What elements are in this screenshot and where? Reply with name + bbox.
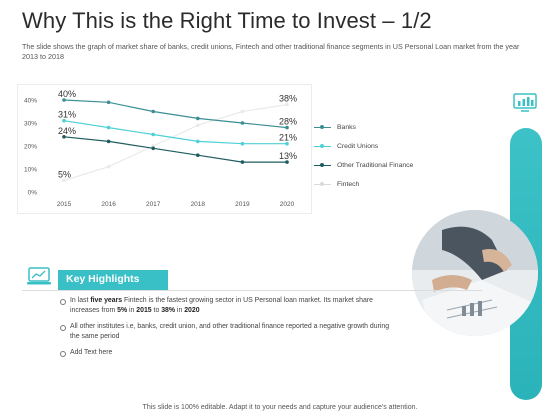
data-point	[285, 102, 289, 107]
line-chart: 0% 10% 20% 30% 40% 2015 2016 2017 2018 2019 2020 40…	[24, 89, 297, 208]
legend-item: Banks	[314, 118, 449, 137]
x-tick-label: 2016	[101, 201, 116, 208]
data-point	[62, 98, 66, 102]
data-point	[62, 118, 66, 123]
legend-label: Credit Unions	[337, 143, 379, 150]
data-label: 40%	[58, 89, 76, 99]
data-point	[240, 121, 245, 125]
highlight-item: All other institutes i.e, banks, credit …	[60, 322, 390, 342]
data-point	[240, 109, 245, 114]
data-point	[151, 132, 155, 137]
data-point	[240, 141, 245, 146]
data-point	[106, 125, 111, 130]
data-point	[196, 153, 200, 157]
data-point	[285, 160, 289, 164]
x-tick-label: 2015	[57, 201, 72, 208]
highlights-list: In last five years Fintech is the fastes…	[60, 296, 390, 364]
footer-note: This slide is 100% editable. Adapt it to…	[142, 404, 418, 411]
slide-subtitle: The slide shows the graph of market shar…	[22, 42, 520, 61]
x-tick-label: 2017	[146, 201, 161, 208]
data-point	[151, 146, 155, 151]
y-tick-label: 30%	[24, 121, 37, 128]
data-label: 38%	[279, 94, 297, 104]
series-line	[63, 99, 288, 129]
data-point	[151, 109, 155, 114]
data-point	[240, 160, 245, 164]
highlight-item: Add Text here	[60, 348, 390, 358]
data-point	[196, 123, 200, 128]
business-photo	[412, 210, 538, 336]
series-line	[63, 104, 288, 182]
chart-frame	[17, 84, 312, 214]
y-tick-label: 20%	[24, 144, 37, 151]
chart-legend: Banks Credit Unions Other Traditional Fina…	[314, 118, 449, 194]
laptop-chart-icon	[27, 267, 51, 285]
data-point	[62, 178, 66, 183]
y-tick-label: 0%	[28, 190, 38, 197]
data-label: 13%	[279, 151, 297, 161]
legend-swatch	[314, 182, 331, 186]
data-point	[196, 116, 200, 121]
monitor-chart-icon	[513, 93, 537, 112]
data-point	[62, 135, 66, 139]
highlight-item: In last five years Fintech is the fastes…	[60, 296, 390, 316]
divider	[22, 290, 482, 291]
legend-swatch	[314, 163, 331, 167]
legend-label: Fintech	[337, 181, 360, 188]
data-label: 24%	[58, 126, 76, 136]
data-label: 31%	[58, 110, 76, 120]
legend-item: Other Traditional Finance	[314, 156, 449, 175]
legend-label: Other Traditional Finance	[337, 162, 414, 169]
x-tick-label: 2018	[191, 201, 206, 208]
legend-label: Banks	[337, 124, 356, 131]
data-label: 21%	[279, 133, 297, 143]
legend-item: Credit Unions	[314, 137, 449, 156]
series-line	[63, 136, 287, 163]
legend-swatch	[314, 125, 331, 129]
x-tick-label: 2020	[280, 201, 295, 208]
x-tick-label: 2019	[235, 201, 250, 208]
series-line	[63, 120, 287, 145]
data-label: 5%	[58, 170, 71, 180]
legend-swatch	[314, 144, 331, 148]
y-tick-label: 40%	[24, 98, 37, 105]
data-point	[285, 125, 289, 130]
y-tick-label: 10%	[24, 167, 37, 174]
data-label: 28%	[279, 117, 297, 127]
data-point	[106, 139, 111, 144]
data-point	[285, 141, 289, 146]
key-highlights-title: Key Highlights	[58, 270, 168, 290]
data-point	[106, 100, 111, 105]
legend-item: Fintech	[314, 175, 449, 194]
data-point	[196, 139, 200, 144]
slide-title: Why This is the Right Time to Invest – 1…	[22, 8, 432, 33]
data-point	[106, 164, 111, 169]
